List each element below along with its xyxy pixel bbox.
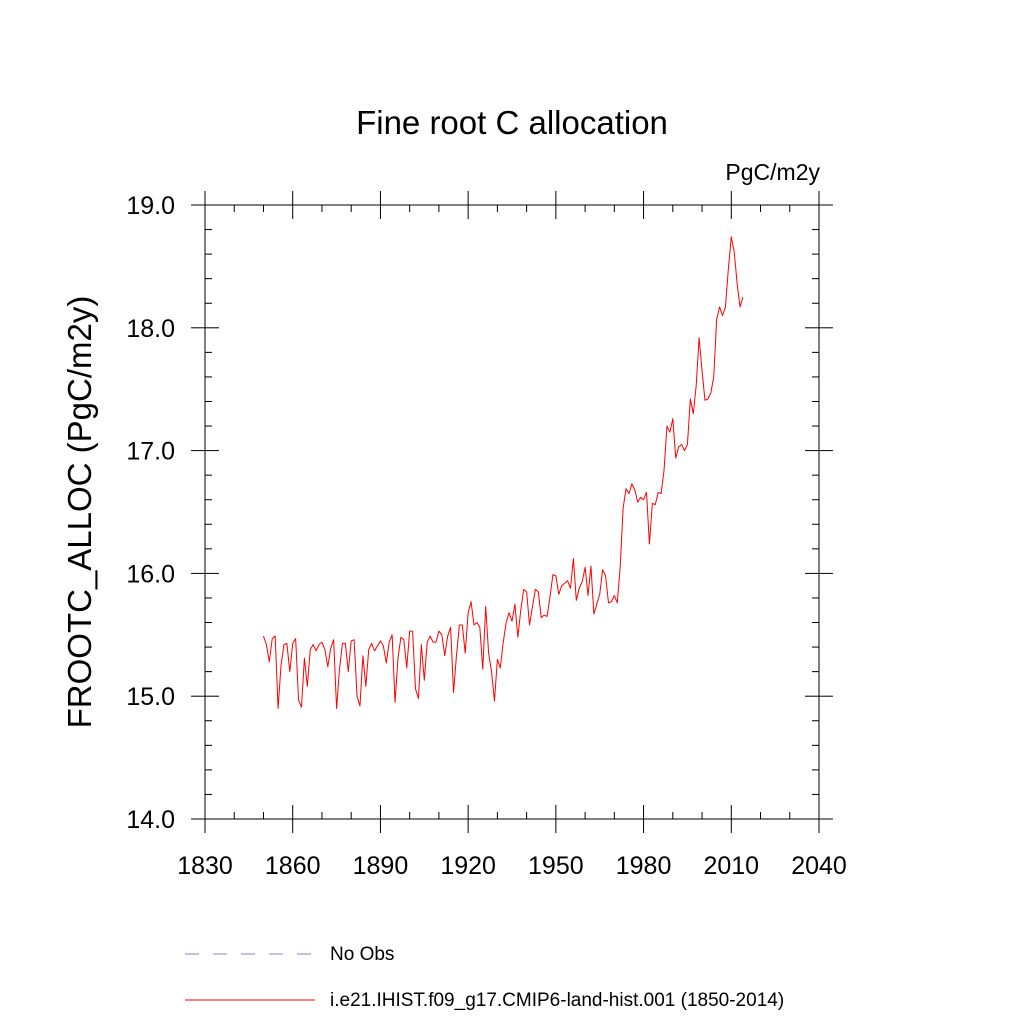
y-axis-label: FROOTC_ALLOC (PgC/m2y) (61, 296, 98, 729)
series-lines (263, 236, 744, 709)
legend-label-no-obs: No Obs (330, 944, 394, 965)
y-tick-label: 14.0 (126, 806, 175, 834)
x-tick-label: 1830 (177, 852, 233, 880)
x-tick-label: 1890 (353, 852, 409, 880)
x-tick-label: 1860 (265, 852, 321, 880)
legend: No Obs i.e21.IHIST.f09_g17.CMIP6-land-hi… (185, 944, 784, 1011)
y-tick-label: 18.0 (126, 315, 175, 343)
y-tick-label: 15.0 (126, 683, 175, 711)
plot-frame (204, 204, 820, 820)
y-tick-label: 17.0 (126, 438, 175, 466)
legend-label-model: i.e21.IHIST.f09_g17.CMIP6-land-hist.001 … (330, 990, 784, 1011)
x-tick-label: 1920 (440, 852, 496, 880)
x-tick-label: 1950 (528, 852, 584, 880)
x-tick-label: 2040 (791, 852, 847, 880)
x-tick-label: 1980 (616, 852, 672, 880)
series-line-1 (263, 236, 744, 709)
x-tick-label: 2010 (703, 852, 759, 880)
chart-title: Fine root C allocation (356, 104, 668, 141)
axis-ticks (191, 191, 833, 833)
y-tick-label: 16.0 (126, 560, 175, 588)
units-label: PgC/m2y (725, 159, 820, 185)
y-tick-label: 19.0 (126, 192, 175, 220)
axis-tick-labels: 1830 1860 1890 1920 1950 1980 2010 2040 14.0 15.0… (126, 192, 846, 880)
